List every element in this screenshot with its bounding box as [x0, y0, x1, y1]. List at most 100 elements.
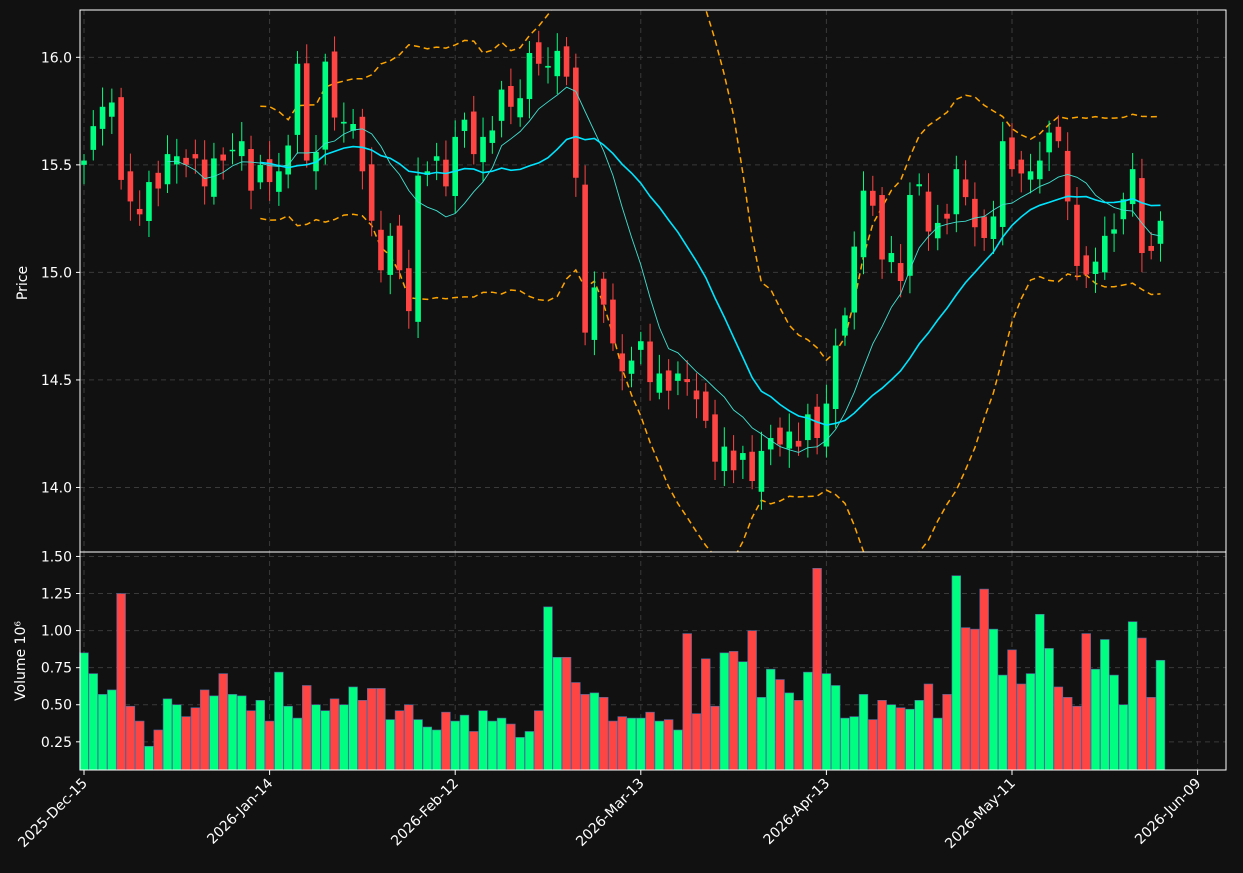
candle-body [832, 345, 839, 410]
volume-bar [107, 689, 117, 771]
volume-bars [79, 568, 1166, 771]
candle-body [944, 213, 950, 219]
candle-body [1037, 160, 1043, 180]
candle-body [916, 184, 922, 187]
candle-body [201, 159, 208, 187]
volume-bar [849, 716, 859, 771]
volume-bar [1146, 697, 1156, 771]
volume-bar [589, 692, 600, 771]
candle-body [368, 164, 375, 221]
volume-bar [812, 568, 822, 771]
volume-bar [1025, 673, 1036, 771]
candle-body [702, 391, 709, 421]
volume-bar [255, 699, 266, 771]
candle-body [322, 61, 329, 150]
candle-body [1139, 178, 1145, 254]
candle-body [155, 172, 162, 189]
volume-bar [209, 695, 219, 771]
volume-bar [701, 658, 711, 771]
volume-bar [1090, 668, 1101, 771]
candle-body [526, 53, 533, 100]
volume-bar [227, 694, 238, 771]
volume-bar [459, 714, 470, 771]
candle-body [359, 116, 366, 172]
price-tick-label: 14.0 [41, 480, 72, 496]
candle-body [990, 216, 997, 240]
candle-body [229, 149, 236, 152]
candle-body [192, 154, 199, 159]
volume-bar [506, 723, 516, 771]
volume-bar [608, 720, 618, 771]
candle-body [136, 208, 143, 215]
candle-body [573, 67, 579, 178]
volume-bar [311, 704, 321, 771]
candle-body [962, 179, 969, 198]
candle-body [684, 379, 690, 383]
candle-body [127, 171, 134, 202]
volume-axis-label: Volume 10⁶ [13, 621, 29, 701]
candle-body [934, 222, 941, 239]
volume-bar [580, 694, 590, 771]
volume-bar [1118, 704, 1129, 771]
volume-bar [793, 699, 804, 771]
candle-body [415, 175, 421, 322]
candle-body [638, 341, 644, 350]
candle-body [433, 156, 440, 161]
volume-bar [125, 705, 136, 771]
volume-bar [469, 731, 479, 771]
candle-body [387, 235, 394, 275]
candle-body [396, 225, 403, 271]
volume-bar [747, 630, 757, 771]
candle-body [805, 414, 811, 441]
volume-bar [496, 717, 507, 771]
volume-bar [923, 683, 934, 771]
volume-bar [1016, 683, 1026, 771]
volume-bar [970, 628, 980, 771]
volume-bar [840, 717, 850, 771]
candle-body [489, 130, 496, 143]
volume-tick-label: 0.25 [41, 735, 72, 751]
volume-bar [691, 713, 702, 771]
volume-bar [830, 685, 841, 771]
candle-body [1129, 169, 1136, 205]
volume-bar [172, 704, 182, 771]
candle-body [498, 89, 505, 121]
candle-body [610, 299, 616, 344]
candle-body [470, 111, 477, 155]
candle-body [897, 263, 904, 281]
candle-body [266, 159, 273, 183]
volume-bar [339, 704, 349, 771]
candle-body [146, 182, 152, 221]
candle-body [350, 123, 356, 131]
volume-bar [1127, 621, 1138, 771]
candle-body [238, 141, 245, 157]
volume-bar [942, 694, 952, 771]
volume-bar [1081, 633, 1091, 771]
candle-body [461, 119, 468, 131]
volume-bar [134, 720, 145, 771]
volume-tick-label: 0.50 [41, 698, 72, 714]
volume-bar [376, 688, 386, 771]
ma-short-line [167, 86, 1161, 453]
candle-body [1148, 245, 1154, 251]
volume-bar [1109, 674, 1119, 771]
volume-bar [756, 697, 767, 771]
volume-panel-frame [79, 551, 1227, 771]
volume-bar [561, 656, 572, 771]
volume-bar [450, 720, 460, 771]
volume-bar [858, 694, 869, 771]
volume-bar [877, 699, 887, 771]
candle-body [211, 158, 217, 197]
volume-bar [144, 745, 154, 771]
volume-bar [413, 719, 423, 771]
candle-body [480, 136, 486, 163]
volume-bar [905, 708, 915, 771]
candle-body [508, 85, 514, 107]
volume-bar [775, 679, 785, 771]
candle-body [767, 438, 774, 450]
candle-body [406, 268, 412, 312]
candle-body [591, 287, 598, 340]
candle-body [1074, 204, 1080, 266]
candle-body [554, 50, 561, 77]
